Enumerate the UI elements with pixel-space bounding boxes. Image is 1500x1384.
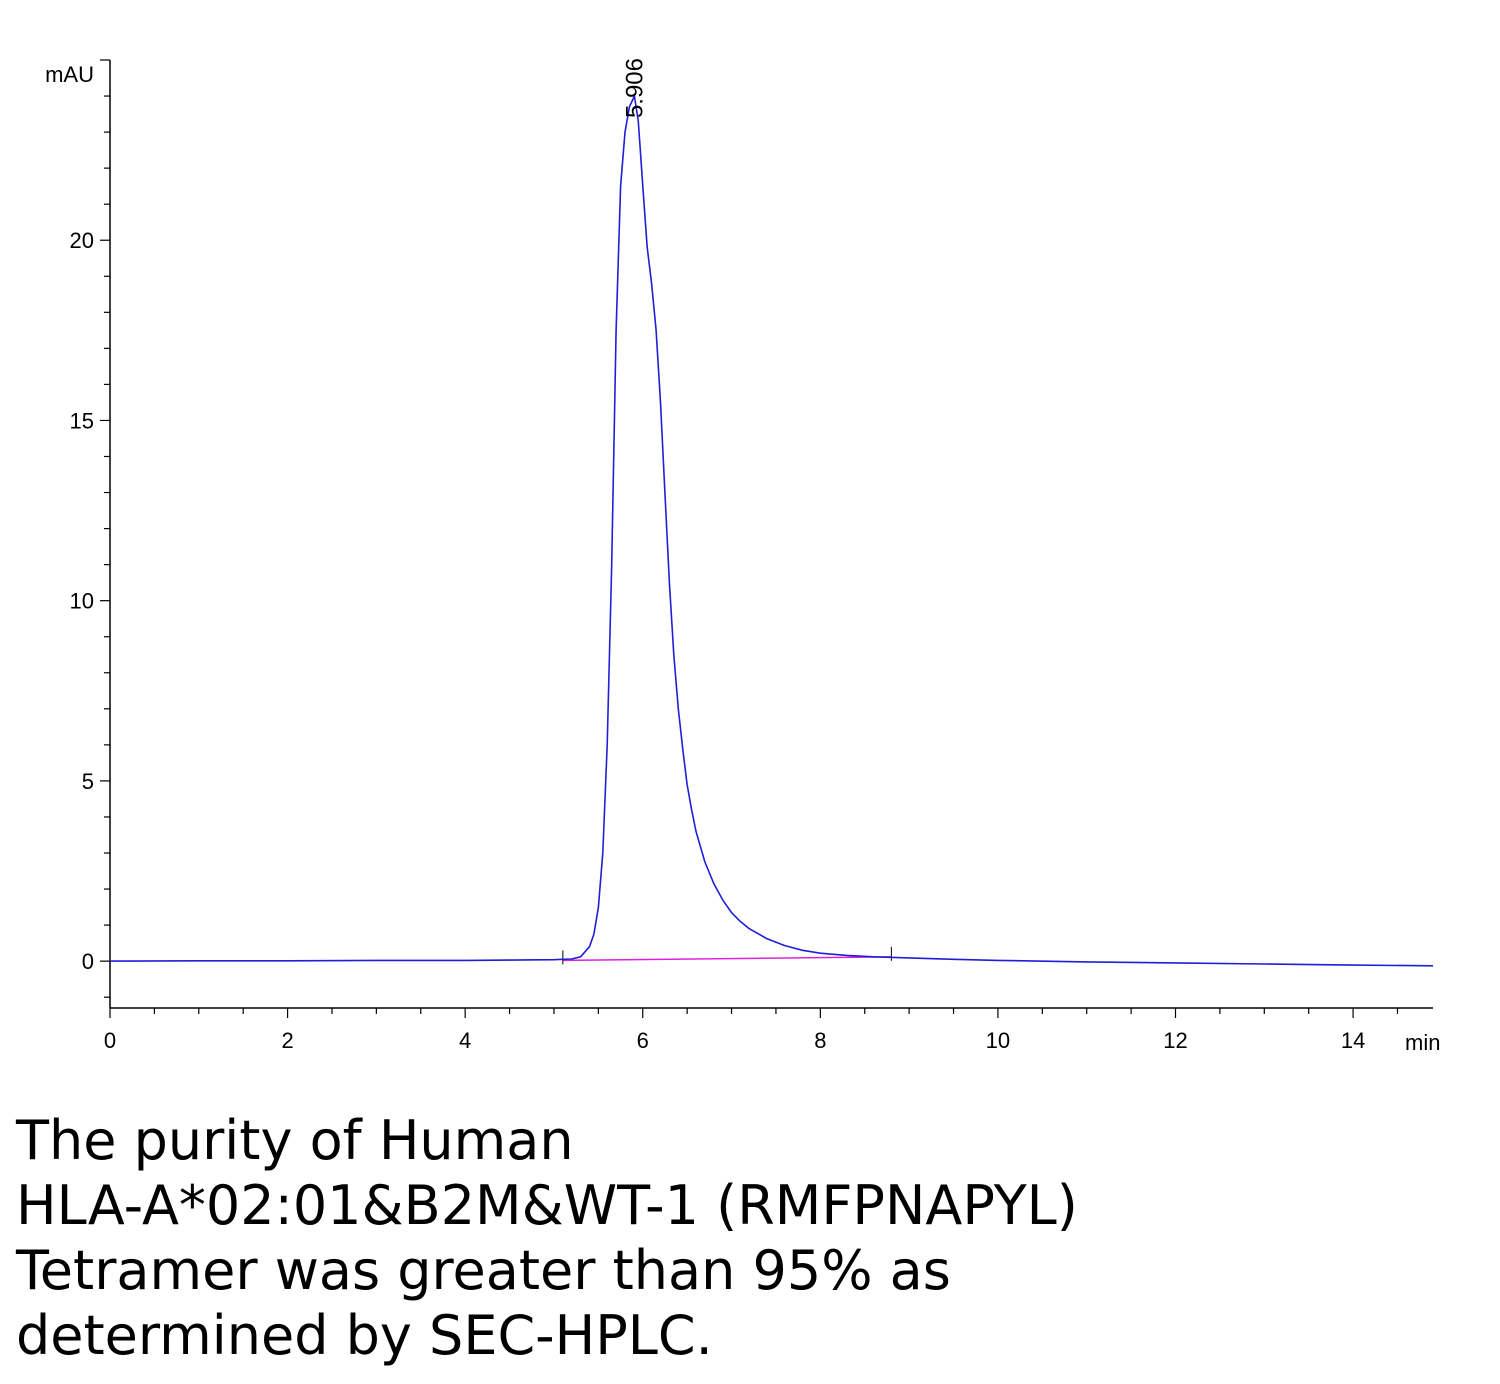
x-tick-label: 14 xyxy=(1341,1028,1365,1053)
x-tick-label: 12 xyxy=(1163,1028,1187,1053)
series-line xyxy=(109,95,1434,967)
y-tick-label: 10 xyxy=(70,589,94,614)
caption-line-1: The purity of Human xyxy=(16,1109,574,1172)
x-tick-label: 8 xyxy=(814,1028,826,1053)
x-axis-unit-label: min xyxy=(1405,1030,1440,1055)
caption-line-2: HLA-A*02:01&B2M&WT-1 (RMFPNAPYL) xyxy=(16,1174,1078,1237)
x-tick-label: 0 xyxy=(104,1028,116,1053)
y-tick-label: 15 xyxy=(70,408,94,433)
x-tick-label: 2 xyxy=(281,1028,293,1053)
x-axis-ticks: 0 2 4 6 8 10 12 14 xyxy=(104,1008,1399,1053)
caption: The purity of Human HLA-A*02:01&B2M&WT-1… xyxy=(16,1108,1416,1368)
y-axis-unit-label: mAU xyxy=(45,62,94,87)
y-tick-label: 0 xyxy=(82,949,94,974)
y-axis-ticks: 0 5 10 15 20 xyxy=(70,59,110,998)
y-tick-label: 5 xyxy=(82,769,94,794)
caption-line-3: Tetramer was greater than 95% as xyxy=(16,1239,951,1302)
axes xyxy=(109,60,1433,1009)
x-tick-label: 6 xyxy=(637,1028,649,1053)
x-tick-label: 10 xyxy=(986,1028,1010,1053)
y-tick-label: 20 xyxy=(70,228,94,253)
chromatogram-chart: 0 2 4 6 8 10 12 14 0 5 10 15 20 mAU min 5.906 xyxy=(45,58,1440,1055)
x-tick-label: 4 xyxy=(459,1028,471,1053)
caption-line-4: determined by SEC-HPLC. xyxy=(16,1304,713,1367)
integration-baseline xyxy=(562,956,892,962)
peak-retention-time-label: 5.906 xyxy=(621,58,648,118)
series-group xyxy=(109,95,1434,967)
